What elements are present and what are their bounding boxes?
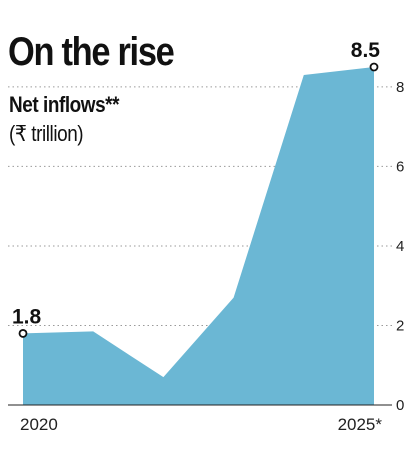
y-tick-label-2: 2 <box>396 317 404 334</box>
chart-title: On the rise <box>8 30 175 74</box>
x-tick-label-2020: 2020 <box>20 415 58 434</box>
y-tick-label-8: 8 <box>396 79 404 96</box>
y-tick-label-4: 4 <box>396 238 404 255</box>
unit-label: (₹ trillion) <box>9 121 84 146</box>
data-label-2020: 1.8 <box>12 305 42 328</box>
chart-subtitle: Net inflows** <box>9 92 120 117</box>
y-tick-label-6: 6 <box>396 158 404 175</box>
x-tick-label-2025: 2025* <box>338 415 383 434</box>
annotation-marker-2025 <box>369 62 379 72</box>
annotation-marker-2020 <box>18 329 28 338</box>
data-label-2025: 8.5 <box>351 39 381 62</box>
series-area <box>23 67 374 405</box>
y-tick-label-0: 0 <box>396 397 404 414</box>
